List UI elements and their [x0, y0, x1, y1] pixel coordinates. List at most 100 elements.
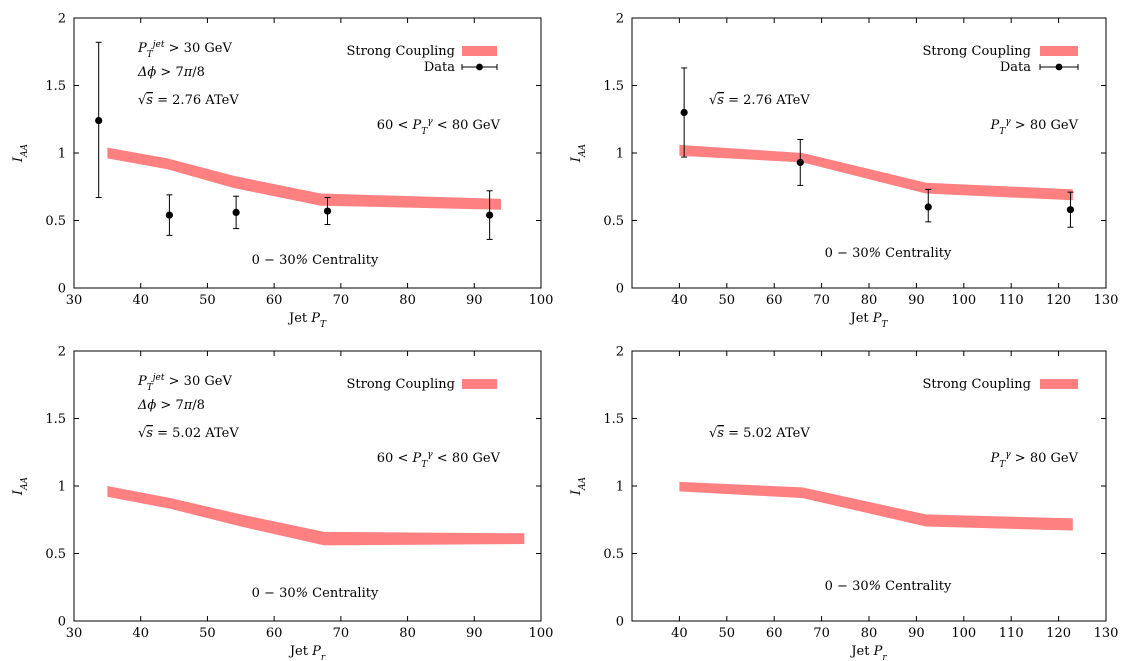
x-tick-label: 100 — [951, 626, 976, 641]
y-tick-label: 1 — [616, 147, 624, 162]
y-axis-label: IAA — [11, 476, 30, 496]
data-point — [232, 208, 240, 216]
annotation: 0 − 30% Centrality — [252, 586, 379, 601]
x-tick-label: 50 — [199, 293, 216, 308]
annotation: 60 < PTγ < 80 GeV — [377, 117, 501, 137]
x-tick-label: 80 — [861, 626, 878, 641]
strong-coupling-band — [679, 481, 1073, 531]
x-tick-label: 40 — [671, 626, 688, 641]
panel-bl: 30 40 50 60 70 80 90 100 0 0.5 1 1.5 2 Jet Pr IAA PTjet… — [11, 345, 553, 661]
annotation: 0 − 30% Centrality — [825, 579, 952, 594]
x-tick-label: 110 — [999, 626, 1024, 641]
y-tick-label: 1 — [58, 147, 66, 162]
annotation: √s = 5.02 ATeV — [709, 426, 810, 441]
strong-coupling-band — [107, 486, 525, 546]
data-point — [796, 158, 804, 167]
x-tick-label: 90 — [908, 626, 925, 641]
plot-frame — [73, 350, 542, 622]
y-tick-label: 2 — [616, 12, 624, 27]
x-tick-label: 40 — [132, 626, 149, 641]
x-tick-label: 120 — [1046, 626, 1071, 641]
y-tick-label: 0 — [616, 615, 624, 630]
y-tick-label: 1.5 — [603, 412, 624, 427]
plot-frame — [73, 17, 542, 289]
annotation: PTγ > 80 GeV — [989, 450, 1078, 470]
strong-coupling-band — [679, 144, 1073, 201]
y-tick-label: 2 — [58, 12, 66, 27]
legend-data-marker — [476, 63, 483, 71]
data-point — [95, 117, 103, 125]
x-tick-label: 60 — [266, 626, 283, 641]
x-tick-label: 70 — [813, 293, 830, 308]
data-point — [1066, 206, 1075, 214]
annotation: 0 − 30% Centrality — [252, 253, 379, 268]
strong-coupling-band — [107, 147, 502, 210]
y-tick-label: 0.5 — [603, 214, 624, 229]
panel-tr: 40 50 60 70 80 90 100 110 120 130 0 0.5 1 1.5 2 Jet PT I… — [569, 12, 1118, 331]
x-tick-label: 100 — [951, 293, 976, 308]
data-point — [165, 211, 174, 219]
y-tick-label: 1.5 — [603, 79, 624, 94]
legend-label: Strong Coupling — [347, 377, 455, 392]
y-tick-label: 1 — [616, 480, 624, 495]
x-axis-label: Jet PT — [848, 311, 888, 330]
x-tick-label: 80 — [399, 293, 416, 308]
x-axis-label: Jet Pr — [288, 644, 326, 661]
legend-label: Strong Coupling — [923, 44, 1031, 59]
x-tick-label: 90 — [466, 293, 483, 308]
x-axis-label: Jet Pr — [849, 644, 887, 661]
annotation: 60 < PTγ < 80 GeV — [377, 450, 501, 470]
y-tick-label: 0.5 — [603, 547, 624, 562]
y-tick-label: 2 — [58, 345, 66, 360]
x-tick-label: 120 — [1046, 293, 1071, 308]
y-axis-label: IAA — [569, 476, 588, 496]
legend-band-swatch — [462, 379, 497, 389]
legend-label: Strong Coupling — [347, 44, 455, 59]
x-tick-label: 60 — [766, 626, 783, 641]
x-tick-label: 80 — [861, 293, 878, 308]
y-axis-label: IAA — [569, 143, 588, 163]
x-tick-label: 50 — [199, 626, 216, 641]
data-point — [323, 207, 332, 215]
y-tick-label: 1.5 — [45, 79, 66, 94]
x-tick-label: 130 — [1094, 293, 1119, 308]
legend-label: Strong Coupling — [923, 377, 1031, 392]
x-tick-label: 90 — [466, 626, 483, 641]
y-tick-label: 2 — [616, 345, 624, 360]
x-tick-label: 50 — [719, 293, 736, 308]
y-tick-label: 1.5 — [45, 412, 66, 427]
x-tick-label: 130 — [1094, 626, 1119, 641]
annotation: Δϕ > 7π/8 — [137, 65, 205, 80]
y-tick-label: 1 — [58, 480, 66, 495]
panel-tl: 30 40 50 60 70 80 90 100 0 0.5 1 1.5 2 Jet PT IAA PTjet… — [11, 12, 553, 331]
legend-band-swatch — [462, 46, 497, 56]
x-tick-label: 30 — [66, 626, 83, 641]
legend-band-swatch — [1040, 46, 1078, 56]
annotation: Δϕ > 7π/8 — [137, 398, 205, 413]
legend-label: Data — [1000, 60, 1031, 75]
y-tick-label: 0.5 — [45, 214, 66, 229]
x-tick-label: 70 — [333, 293, 350, 308]
x-tick-label: 30 — [66, 293, 83, 308]
annotation: PTjet > 30 GeV — [137, 373, 232, 393]
x-tick-label: 40 — [132, 293, 149, 308]
y-tick-label: 0 — [58, 615, 66, 630]
x-axis-label: Jet PT — [287, 311, 327, 330]
x-tick-label: 60 — [266, 293, 283, 308]
x-tick-label: 110 — [999, 293, 1024, 308]
data-point — [486, 211, 494, 219]
annotation: √s = 2.76 ATeV — [709, 93, 810, 108]
x-tick-label: 70 — [333, 626, 350, 641]
annotation: PTγ > 80 GeV — [989, 117, 1078, 137]
x-tick-label: 40 — [671, 293, 688, 308]
annotation: √s = 2.76 ATeV — [138, 93, 239, 108]
x-tick-label: 50 — [719, 626, 736, 641]
data-point — [680, 108, 688, 117]
x-tick-label: 90 — [908, 293, 925, 308]
panel-br: 40 50 60 70 80 90 100 110 120 130 0 0.5 1 1.5 2 Jet Pr I… — [569, 345, 1118, 661]
legend-data-marker — [1055, 63, 1063, 71]
legend-label: Data — [424, 60, 455, 75]
annotation: √s = 5.02 ATeV — [138, 426, 239, 441]
legend-band-swatch — [1040, 379, 1078, 389]
